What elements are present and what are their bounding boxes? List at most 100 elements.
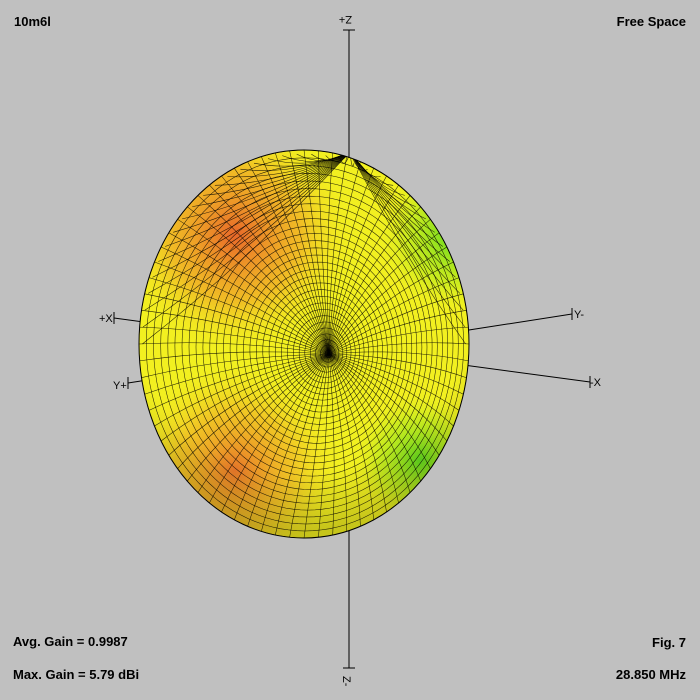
mesh-line <box>234 168 330 355</box>
mesh-line <box>349 151 464 311</box>
mesh-line <box>148 277 330 355</box>
mesh-line <box>328 353 454 427</box>
figure-number: Fig. 7 <box>652 635 686 650</box>
mesh-line <box>328 353 464 395</box>
mesh-line <box>165 151 351 247</box>
mesh-line <box>144 151 351 311</box>
mesh-line <box>197 353 330 493</box>
mesh-line <box>160 246 330 355</box>
mesh-line <box>139 342 330 355</box>
antenna-name: 10m6l <box>14 14 51 29</box>
mesh-line <box>328 310 467 355</box>
mesh-line <box>289 353 330 538</box>
mesh-line <box>262 282 379 419</box>
mesh-line <box>328 184 399 355</box>
mesh-line <box>275 296 369 407</box>
mesh-line <box>243 261 393 438</box>
mesh-line <box>328 353 399 503</box>
mesh-line <box>209 353 330 504</box>
mesh-line <box>328 195 411 355</box>
mesh-line <box>188 203 433 490</box>
mesh-line <box>328 161 361 355</box>
mesh-line <box>234 353 330 520</box>
mesh-line <box>223 240 408 457</box>
frequency: 28.850 MHz <box>615 667 686 682</box>
mesh-line <box>195 210 428 484</box>
mesh-line <box>349 151 466 345</box>
mesh-line <box>328 219 431 355</box>
mesh-line <box>328 156 347 355</box>
mesh-line <box>152 151 351 278</box>
mesh-line <box>261 353 330 532</box>
mesh-line <box>144 353 330 395</box>
mesh-line <box>328 293 464 355</box>
mesh-line <box>167 180 449 511</box>
mesh-line <box>328 261 454 355</box>
mesh-line <box>154 261 330 355</box>
environment-label: Free Space <box>616 14 686 29</box>
mesh-line <box>328 353 431 469</box>
mesh-line <box>209 225 418 470</box>
mesh-line <box>148 353 330 411</box>
mesh-line <box>146 157 464 532</box>
mesh-line <box>328 353 387 513</box>
mesh-line <box>197 195 330 355</box>
mesh-line <box>328 353 374 520</box>
z-minus-label: Z- <box>340 676 352 687</box>
mesh-line <box>177 353 330 469</box>
mesh-line <box>221 353 330 513</box>
mesh-line <box>349 151 466 328</box>
mesh-line <box>209 184 330 355</box>
mesh-line <box>328 353 347 532</box>
mesh-line <box>349 151 450 262</box>
y-minus-label: Y- <box>574 309 584 321</box>
mesh-line <box>158 151 351 262</box>
mesh-line <box>187 353 330 482</box>
mesh-line <box>141 310 330 355</box>
mesh-line <box>177 219 330 355</box>
mesh-line <box>328 168 374 355</box>
mesh-line <box>168 232 330 355</box>
mesh-line <box>173 151 351 233</box>
mesh-line <box>328 353 361 527</box>
mesh-line <box>181 195 438 497</box>
mesh-line <box>160 353 330 442</box>
z-plus-label: Z+ <box>339 13 352 25</box>
mesh-line <box>349 151 461 294</box>
mesh-line <box>328 353 467 378</box>
average-gain: Avg. Gain = 0.9987 <box>13 634 128 649</box>
surface-mesh <box>139 150 469 538</box>
mesh-line <box>328 351 469 362</box>
y-plus-label: Y+ <box>113 380 127 392</box>
mesh-line <box>328 353 440 456</box>
mesh-line <box>261 156 330 355</box>
mesh-line <box>327 152 333 355</box>
mesh-line <box>268 289 374 413</box>
mesh-line <box>147 151 351 294</box>
mesh-line <box>328 353 421 482</box>
mesh-line <box>275 353 330 536</box>
mesh-line <box>202 218 423 477</box>
mesh-line <box>187 206 330 355</box>
axis-labels: Z+ Z- +X -X Y+ Y- <box>99 13 602 687</box>
mesh-line <box>328 246 448 355</box>
maximum-gain: Max. Gain = 5.79 dBi <box>13 667 140 682</box>
mesh-line <box>168 353 330 456</box>
mesh-line <box>328 353 335 536</box>
mesh-line <box>328 175 387 355</box>
mesh-line <box>174 188 443 504</box>
mesh-line <box>139 351 330 362</box>
mesh-line <box>328 353 460 411</box>
mesh-line <box>154 353 330 427</box>
mesh-line <box>275 152 330 355</box>
mesh-line <box>328 206 421 355</box>
mesh-line <box>142 151 351 328</box>
mesh-line <box>141 353 330 378</box>
mesh-line <box>144 293 330 355</box>
mesh-line <box>328 326 469 355</box>
mesh-line <box>328 342 469 355</box>
